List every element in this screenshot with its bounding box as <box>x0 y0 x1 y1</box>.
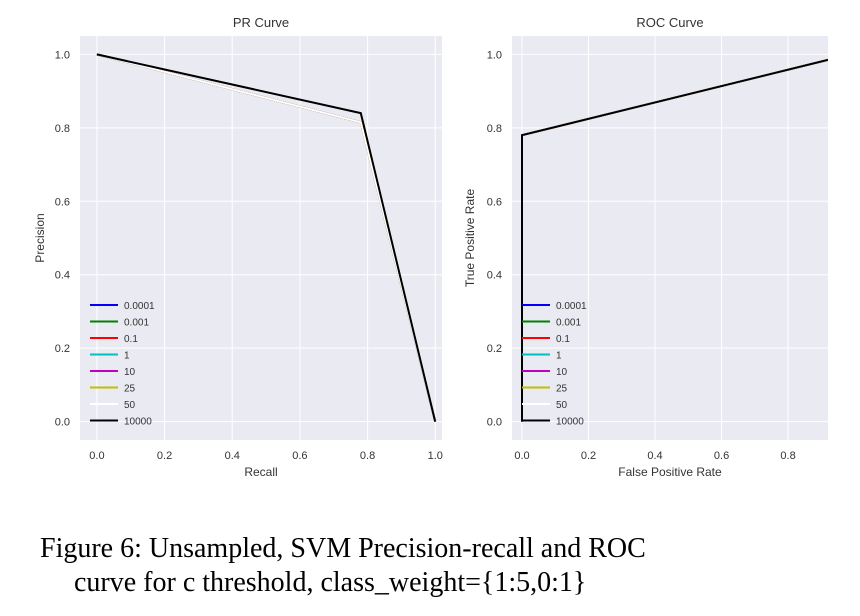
y-tick-label: 0.6 <box>487 196 502 208</box>
y-tick-label: 0.2 <box>487 343 502 355</box>
y-tick-label: 0.8 <box>487 123 502 135</box>
plot-area <box>80 36 442 440</box>
y-tick-label: 0.4 <box>55 270 70 282</box>
legend-label: 0.1 <box>556 334 570 345</box>
legend-label: 0.1 <box>124 334 138 345</box>
x-tick-label: 0.8 <box>360 450 375 462</box>
chart-title: ROC Curve <box>636 15 703 30</box>
x-tick-label: 1.0 <box>428 450 443 462</box>
x-tick-label: 0.2 <box>581 450 596 462</box>
x-tick-label: 0.0 <box>89 450 104 462</box>
chart-1: 0.0 0.2 0.4 0.6 0.8 0.0 0.2 0.4 0.6 0.8 1.0 ROC Cur… <box>463 15 828 479</box>
y-tick-label: 0.0 <box>487 417 502 429</box>
y-tick-label: 0.4 <box>487 270 502 282</box>
x-tick-label: 0.6 <box>714 450 729 462</box>
y-tick-label: 0.6 <box>55 196 70 208</box>
x-axis-label: False Positive Rate <box>618 465 722 479</box>
x-tick-label: 0.0 <box>514 450 529 462</box>
legend-label: 0.0001 <box>556 301 587 312</box>
legend-label: 10 <box>556 367 568 378</box>
plot-area <box>512 36 828 440</box>
x-axis-label: Recall <box>244 465 277 479</box>
legend: 0.0001 0.001 0.1 1 10 25 50 10000 <box>90 301 155 428</box>
legend-label: 0.0001 <box>124 301 155 312</box>
legend-label: 10 <box>124 367 136 378</box>
y-tick-label: 0.8 <box>55 123 70 135</box>
legend-label: 25 <box>556 384 568 395</box>
legend-label: 10000 <box>124 417 152 428</box>
y-axis-label: True Positive Rate <box>463 189 477 288</box>
legend-label: 0.001 <box>556 318 581 329</box>
x-tick-label: 0.4 <box>647 450 662 462</box>
legend-label: 50 <box>124 400 136 411</box>
legend-label: 1 <box>124 351 130 362</box>
figure: 0.0 0.2 0.4 0.6 0.8 1.0 0.0 0.2 0.4 0.6 0.8 1.0 PR C… <box>33 15 828 479</box>
caption-line-1: Figure 6: Unsampled, SVM Precision-recal… <box>40 533 646 564</box>
chart-0: 0.0 0.2 0.4 0.6 0.8 1.0 0.0 0.2 0.4 0.6 0.8 1.0 PR C… <box>33 15 443 479</box>
x-tick-label: 0.2 <box>157 450 172 462</box>
legend-label: 1 <box>556 351 562 362</box>
chart-title: PR Curve <box>233 15 289 30</box>
series-lines <box>521 58 828 422</box>
legend-label: 25 <box>124 384 136 395</box>
legend-label: 0.001 <box>124 318 149 329</box>
caption-line-2: curve for c threshold, class_weight={1:5… <box>74 567 587 598</box>
series-line-10000 <box>521 58 828 422</box>
x-tick-label: 0.4 <box>225 450 240 462</box>
x-tick-label: 0.8 <box>780 450 795 462</box>
legend: 0.0001 0.001 0.1 1 10 25 50 10000 <box>522 301 587 428</box>
y-tick-label: 1.0 <box>487 49 502 61</box>
legend-label: 10000 <box>556 417 584 428</box>
series-line-10000 <box>96 53 437 422</box>
figure-caption: Figure 6: Unsampled, SVM Precision-recal… <box>40 532 840 600</box>
x-tick-label: 0.6 <box>292 450 307 462</box>
y-tick-label: 0.0 <box>55 417 70 429</box>
legend-label: 50 <box>556 400 568 411</box>
y-tick-label: 1.0 <box>55 49 70 61</box>
y-axis-label: Precision <box>33 213 47 262</box>
y-tick-label: 0.2 <box>55 343 70 355</box>
series-lines <box>96 53 437 422</box>
